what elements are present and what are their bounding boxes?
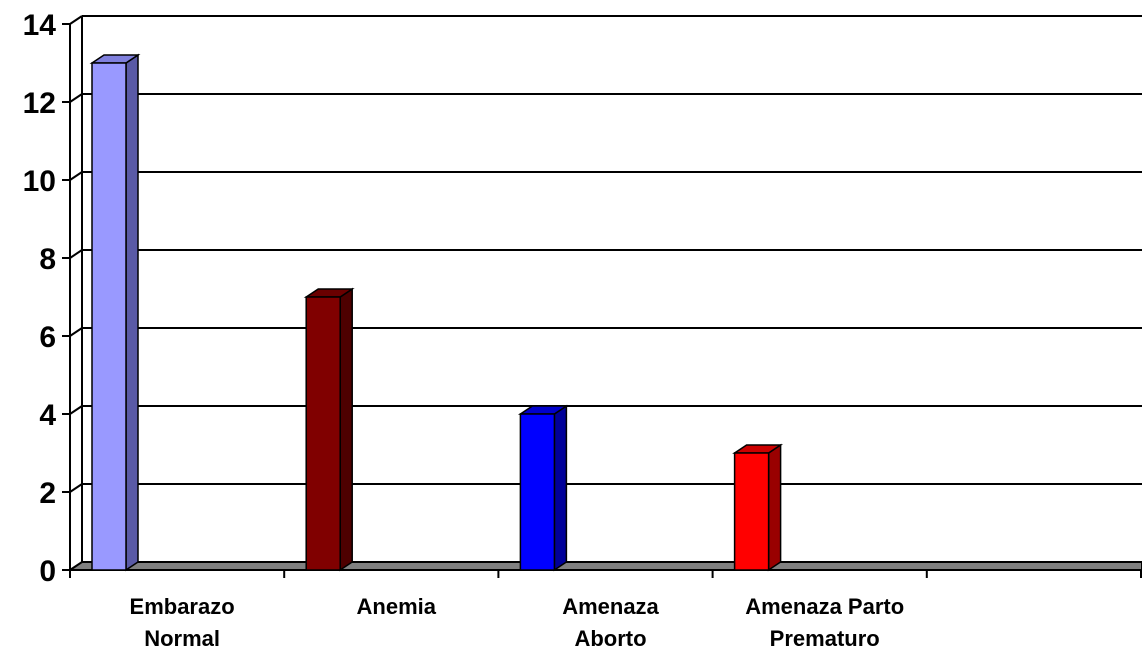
- gridline-depth: [69, 15, 83, 25]
- gridline-depth: [69, 405, 83, 415]
- y-tick-label: 14: [23, 9, 57, 42]
- axes: [62, 23, 1142, 578]
- y-tick-label: 2: [39, 477, 56, 510]
- bar-front: [305, 296, 341, 571]
- x-category-label: Amenaza: [562, 594, 659, 619]
- gridline-depth: [69, 171, 83, 181]
- bar-front: [519, 413, 556, 571]
- y-tick-label: 10: [23, 165, 56, 198]
- x-category-label: Amenaza Parto: [745, 594, 904, 619]
- bar: [517, 404, 569, 572]
- bar-front: [733, 452, 770, 571]
- bar-side: [125, 53, 139, 572]
- y-tick-label: 6: [39, 321, 56, 354]
- bar-side: [339, 287, 353, 572]
- x-category-label: Anemia: [357, 594, 437, 619]
- gridline-depth: [69, 249, 83, 259]
- bar-side: [553, 404, 568, 572]
- floor: [66, 561, 1142, 571]
- gridline-depth: [69, 327, 83, 337]
- chart-floor: [66, 561, 1142, 571]
- bar: [732, 443, 784, 572]
- y-tick-label: 4: [39, 399, 56, 432]
- x-category-labels: Embarazo Normal Anemia Amenaza Aborto Amenaza…: [130, 594, 905, 651]
- bar: [89, 53, 141, 572]
- y-tick-label: 8: [39, 243, 56, 276]
- y-tick-label: 12: [23, 87, 56, 120]
- bars: [89, 53, 784, 572]
- bar-front: [91, 62, 127, 571]
- gridline-depth: [69, 93, 83, 103]
- x-category-label: Normal: [144, 626, 220, 651]
- y-tick-labels: 0 2 4 6 8 10 12 14: [23, 9, 57, 588]
- x-category-label: Aborto: [574, 626, 646, 651]
- x-category-label: Prematuro: [770, 626, 880, 651]
- bar: [303, 287, 355, 572]
- x-category-label: Embarazo: [130, 594, 235, 619]
- gridlines: [69, 15, 1142, 562]
- gridline-depth: [69, 483, 83, 493]
- y-tick-label: 0: [39, 555, 56, 588]
- bar-side: [767, 443, 782, 572]
